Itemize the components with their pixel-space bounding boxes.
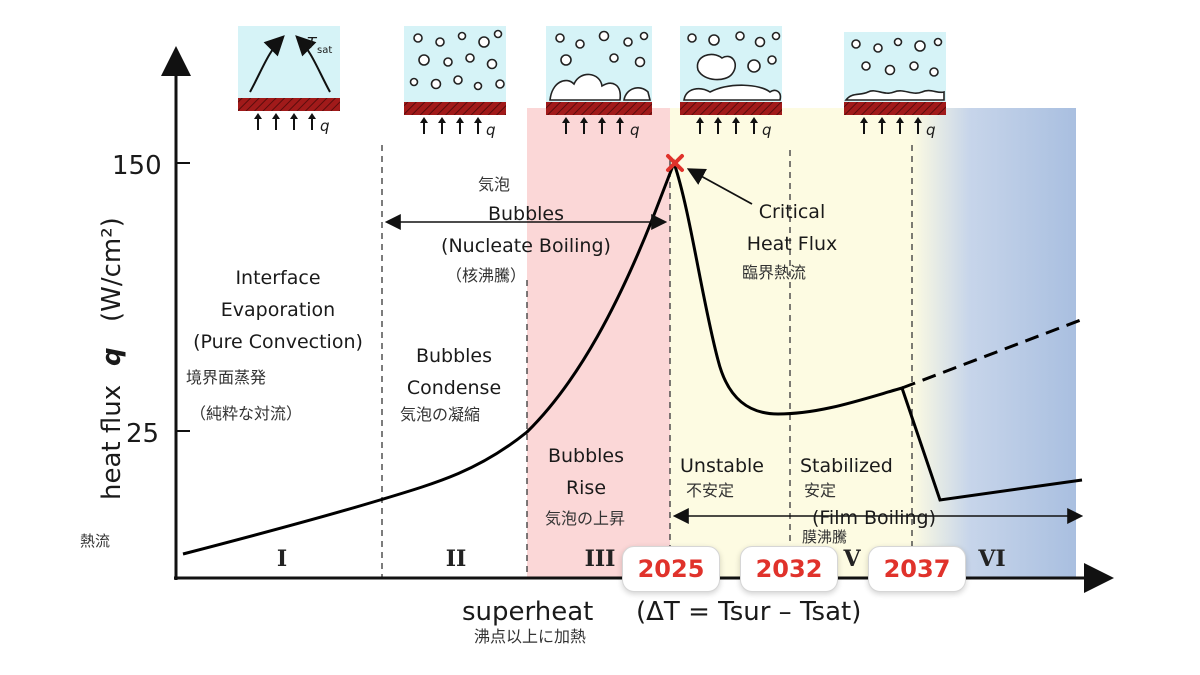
- nucleate-band-pink: [527, 108, 670, 578]
- nucleate-line-2: (Nucleate Boiling): [441, 235, 611, 257]
- region-II-line-1: Bubbles: [416, 345, 492, 367]
- inset-q-label-5: q: [926, 121, 936, 139]
- region-V-line-1: Stabilized: [800, 455, 893, 477]
- inset-tsat-label: T: [307, 34, 318, 52]
- region-I-jp-1: 境界面蒸発: [186, 368, 266, 387]
- region-V-jp: 安定: [804, 481, 836, 500]
- chf-line-1: Critical: [759, 201, 825, 223]
- region-numeral-VI: VI: [977, 546, 1005, 572]
- year-badge-2037[interactable]: 2037: [868, 546, 966, 592]
- region-I-line-2: Evaporation: [221, 299, 335, 321]
- region-I-jp-2: （純粋な対流）: [190, 404, 302, 423]
- nucleate-jp-top: 気泡: [478, 175, 510, 194]
- convection-extrapolation-dashed: [901, 316, 1087, 390]
- region-III-text: Bubbles Rise: [548, 445, 624, 499]
- chf-pointer-arrow: [686, 168, 753, 205]
- region-III-jp: 気泡の上昇: [545, 509, 625, 528]
- inset-unstable: q: [680, 26, 782, 139]
- region-numeral-II: II: [446, 546, 467, 572]
- region-III-line-1: Bubbles: [548, 445, 624, 467]
- chf-jp: 臨界熱流: [742, 263, 806, 282]
- region-dividers: [381, 145, 913, 578]
- region-numeral-V: V: [842, 546, 861, 572]
- x-axis-title-formula: (ΔT = Tsur – Tsat): [636, 597, 861, 627]
- region-I-line-1: Interface: [235, 267, 320, 289]
- y-axis-title-main: heat flux: [97, 385, 127, 500]
- region-II-line-2: Condense: [407, 377, 501, 399]
- boiling-curve: [182, 158, 1083, 556]
- x-axis-title-jp: 沸点以上に加熱: [474, 627, 586, 646]
- y-tick-label-25: 25: [126, 419, 159, 449]
- y-tick-label-150: 150: [112, 151, 162, 181]
- chf-marker: [666, 154, 684, 172]
- film-boiling-label: (Film Boiling): [812, 507, 936, 529]
- inset-pure-convection: T sat q: [238, 26, 340, 135]
- region-III-line-2: Rise: [566, 477, 606, 499]
- region-IV-line-1: Unstable: [680, 455, 764, 477]
- region-IV-jp: 不安定: [686, 481, 734, 500]
- transition-band-yellow: [670, 108, 912, 578]
- region-II-jp: 気泡の凝縮: [400, 405, 480, 424]
- region-I-text: Interface Evaporation (Pure Convection): [193, 267, 363, 353]
- film-band-blue: [912, 108, 1076, 578]
- x-axis-title-main: superheat: [462, 597, 593, 627]
- y-axis-title: heat flux q (W/cm²): [97, 217, 127, 500]
- chf-line-2: Heat Flux: [747, 233, 838, 255]
- year-badge-2025[interactable]: 2025: [622, 546, 720, 592]
- inset-q-label-1: q: [320, 117, 330, 135]
- inset-bubbles-rise: q: [546, 26, 652, 139]
- region-numeral-III: III: [585, 546, 616, 572]
- region-numeral-I: I: [277, 546, 287, 572]
- y-axis-title-jp: 熱流: [80, 532, 110, 550]
- nucleate-line-1: Bubbles: [488, 203, 564, 225]
- region-I-line-3: (Pure Convection): [193, 331, 363, 353]
- inset-q-label-2: q: [486, 121, 496, 139]
- inset-bubbles-condense: q: [404, 26, 506, 139]
- inset-q-label-3: q: [630, 121, 640, 139]
- year-badge-2032[interactable]: 2032: [740, 546, 838, 592]
- inset-q-label-4: q: [762, 121, 772, 139]
- region-II-text: Bubbles Condense: [407, 345, 501, 399]
- film-boiling-jp: 膜沸騰: [802, 528, 847, 546]
- inset-stabilized: q: [844, 32, 946, 139]
- inset-tsat-sub: sat: [317, 45, 332, 56]
- y-axis-title-unit: (W/cm²): [97, 217, 127, 322]
- y-axis-title-symbol: q: [97, 347, 127, 366]
- nucleate-jp-bottom: （核沸騰）: [446, 266, 526, 285]
